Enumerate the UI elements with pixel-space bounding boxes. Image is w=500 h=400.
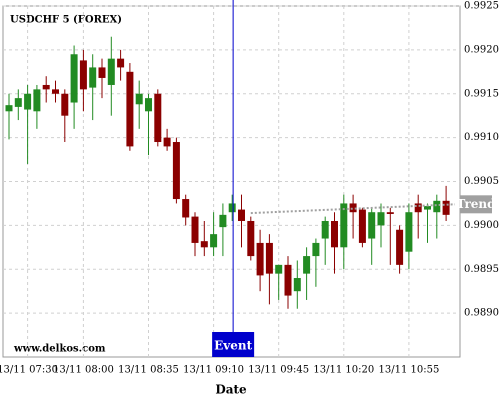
candle-body [424, 206, 431, 210]
y-tick-label: 0.9910 [464, 132, 499, 143]
candle-body [154, 93, 162, 143]
x-tick-label: 13/11 09:10 [183, 365, 244, 376]
candle-body [70, 54, 78, 103]
candle-body [284, 264, 292, 296]
candle-body [98, 67, 106, 78]
candle-body [191, 216, 199, 243]
watermark: www.delkos.com [13, 344, 106, 355]
trend-label: Trend [456, 197, 496, 211]
candle-body [182, 199, 190, 218]
x-tick-label: 13/11 08:00 [53, 365, 114, 376]
candle-body [256, 242, 264, 276]
candle-body [238, 209, 245, 221]
x-tick-label: 13/11 07:30 [0, 365, 58, 376]
candle-body [312, 242, 320, 257]
candle-body [340, 203, 348, 248]
candle-body [24, 93, 32, 110]
y-tick-label: 0.9890 [464, 308, 499, 319]
candle-body [52, 89, 59, 94]
x-tick-label: 13/11 10:20 [313, 365, 374, 376]
candle-body [219, 214, 227, 228]
candle-body [135, 93, 143, 105]
candle-body [368, 212, 376, 239]
candle-body [386, 212, 394, 214]
y-tick-label: 0.9915 [464, 88, 499, 99]
x-tick-label: 13/11 09:45 [248, 365, 309, 376]
y-tick-label: 0.9895 [464, 264, 499, 275]
candle-body [349, 203, 357, 213]
candle-body [107, 58, 115, 85]
event-badge [212, 332, 255, 357]
candle-body [433, 200, 441, 213]
candle-body [89, 67, 97, 88]
y-tick-label: 0.9920 [464, 44, 499, 55]
candle-body [79, 60, 87, 90]
candle-body [303, 256, 311, 274]
candle-body [247, 220, 255, 257]
candle-body [377, 212, 385, 226]
chart-title: USDCHF 5 (FOREX) [10, 15, 122, 26]
candle-body [396, 229, 404, 265]
candle-body [358, 209, 366, 243]
candle-body [126, 71, 134, 147]
y-tick-label: 0.9905 [464, 176, 499, 187]
candle-body [5, 105, 13, 112]
y-tick-label: 0.9900 [464, 220, 499, 231]
candle-body [163, 137, 171, 147]
candle-body [321, 220, 329, 239]
x-tick-label: 13/11 08:35 [118, 365, 179, 376]
x-tick-label: 13/11 10:55 [378, 365, 439, 376]
y-tick-label: 0.9925 [464, 1, 499, 12]
candle-body [293, 278, 301, 292]
x-axis-label: Date [215, 383, 247, 397]
candle-body [228, 203, 236, 213]
candle-body [442, 200, 450, 215]
candle-body [42, 84, 50, 90]
candle-body [117, 58, 125, 68]
candle-body [200, 241, 208, 248]
candle-body [265, 242, 273, 274]
candle-body [33, 89, 41, 112]
candle-body [14, 98, 22, 107]
candle-body [210, 234, 218, 248]
candle-body [61, 93, 69, 116]
candle-body [414, 203, 422, 213]
candle-body [331, 220, 338, 248]
candle-body [405, 212, 413, 252]
trend-badge [460, 195, 492, 214]
event-label: Event [214, 339, 252, 353]
candle-body [172, 142, 180, 200]
candle-body [145, 98, 152, 112]
candle-body [275, 264, 283, 274]
